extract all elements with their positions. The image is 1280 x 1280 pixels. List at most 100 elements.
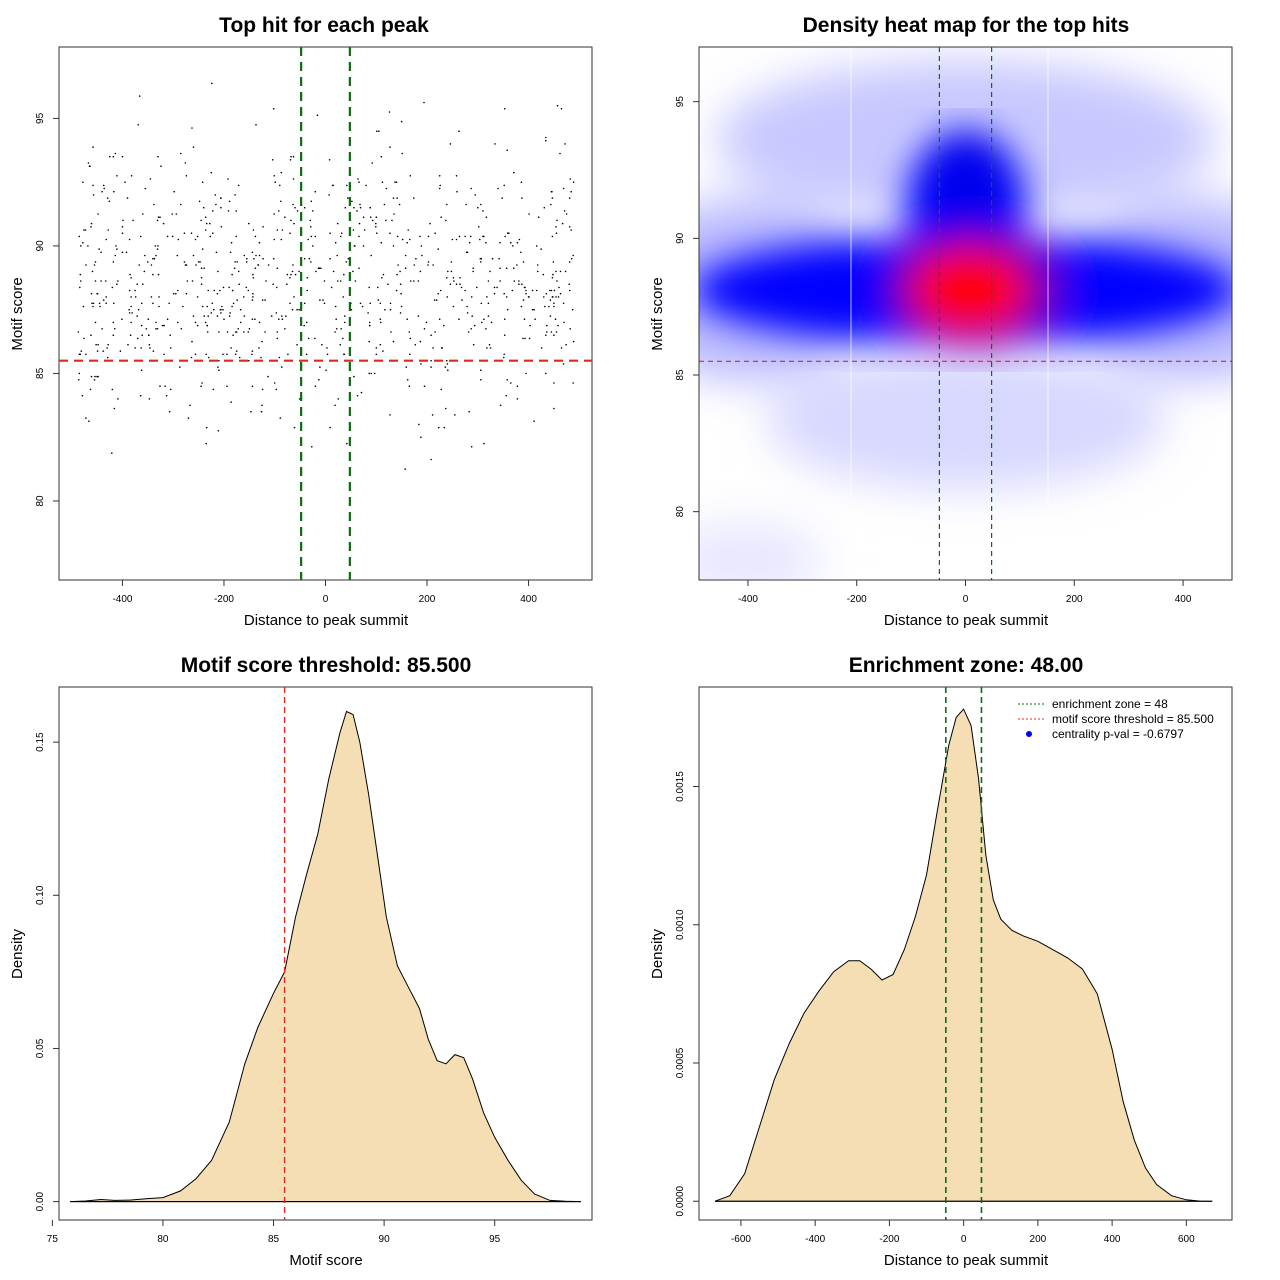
data-point — [562, 363, 565, 365]
data-point — [270, 315, 273, 317]
data-point — [470, 328, 473, 330]
data-point — [423, 328, 426, 330]
data-point — [108, 200, 111, 203]
data-point — [226, 385, 228, 388]
data-point — [551, 296, 554, 298]
data-point — [344, 206, 347, 209]
data-point — [505, 267, 508, 270]
panel-score-density: Motif score threshold: 85.500 75 80 85 90 95… — [9, 654, 593, 1269]
data-point — [368, 324, 371, 327]
data-point — [236, 261, 238, 263]
data-point — [329, 232, 331, 234]
data-point — [408, 385, 411, 388]
data-point — [314, 385, 317, 388]
data-point — [280, 171, 283, 174]
data-point — [137, 124, 139, 126]
data-point — [319, 299, 321, 301]
distance-density-x-axis: -600 -400 -200 0 200 400 600 — [731, 1220, 1195, 1245]
data-point — [471, 315, 474, 317]
data-point — [210, 171, 213, 174]
data-point — [557, 324, 559, 327]
data-point — [520, 181, 523, 183]
data-point — [80, 350, 83, 352]
data-point — [80, 245, 82, 247]
data-point — [246, 257, 248, 260]
data-point — [211, 82, 213, 85]
data-point — [480, 369, 482, 372]
data-point — [227, 210, 230, 212]
enrichment-zone-lines — [945, 687, 983, 1220]
data-point — [111, 286, 114, 289]
data-point — [375, 222, 377, 225]
data-point — [200, 219, 202, 222]
data-point — [228, 200, 231, 203]
data-point — [368, 372, 371, 375]
data-point — [546, 331, 548, 333]
data-point — [169, 388, 172, 391]
data-point — [200, 267, 203, 270]
data-point — [527, 296, 530, 298]
data-point — [177, 289, 179, 292]
data-point — [122, 219, 124, 222]
data-point — [358, 181, 360, 183]
data-point — [334, 331, 336, 333]
data-point — [176, 254, 179, 257]
data-point — [231, 289, 234, 292]
data-point — [447, 369, 449, 372]
data-point — [465, 251, 468, 254]
data-point — [408, 331, 411, 333]
data-point — [329, 257, 331, 260]
data-point — [291, 270, 294, 273]
data-point — [369, 302, 372, 305]
data-point — [437, 426, 440, 429]
data-point — [516, 264, 518, 266]
data-point — [83, 337, 85, 340]
data-point — [243, 315, 246, 317]
data-point — [499, 241, 501, 244]
data-point — [438, 318, 441, 321]
data-point — [260, 356, 262, 359]
data-point — [128, 289, 131, 292]
data-point — [235, 350, 238, 352]
data-point — [347, 197, 349, 199]
distance-density-curve — [714, 708, 1213, 1202]
data-point — [340, 232, 343, 234]
data-point — [449, 143, 452, 145]
data-point — [200, 277, 203, 279]
data-point — [319, 366, 321, 368]
data-point — [272, 283, 275, 286]
data-point — [231, 305, 233, 308]
data-point — [191, 280, 194, 282]
data-point — [230, 401, 232, 403]
data-point — [200, 385, 202, 388]
data-point — [437, 248, 440, 250]
data-point — [458, 318, 460, 321]
data-point — [239, 321, 242, 324]
data-point — [95, 343, 97, 346]
data-point — [180, 203, 182, 206]
data-point — [206, 305, 208, 308]
data-point — [169, 334, 171, 337]
x-tick-label: 200 — [1066, 594, 1083, 605]
data-point — [157, 155, 159, 158]
legend-centrality-point — [1026, 731, 1032, 737]
data-point — [101, 190, 103, 193]
data-point — [332, 270, 335, 273]
data-point — [121, 155, 124, 158]
data-point — [339, 280, 342, 282]
data-point — [398, 203, 401, 206]
data-point — [518, 238, 521, 241]
data-point — [184, 162, 187, 164]
data-point — [179, 366, 181, 368]
data-point — [466, 305, 468, 308]
data-point — [140, 324, 143, 327]
data-point — [356, 210, 358, 212]
data-point — [543, 296, 545, 298]
data-point — [540, 248, 542, 250]
data-point — [139, 394, 142, 397]
data-point — [381, 277, 383, 279]
data-point — [187, 417, 190, 419]
data-point — [354, 280, 357, 282]
data-point — [465, 203, 467, 206]
x-tick-label: 600 — [1178, 1234, 1195, 1245]
